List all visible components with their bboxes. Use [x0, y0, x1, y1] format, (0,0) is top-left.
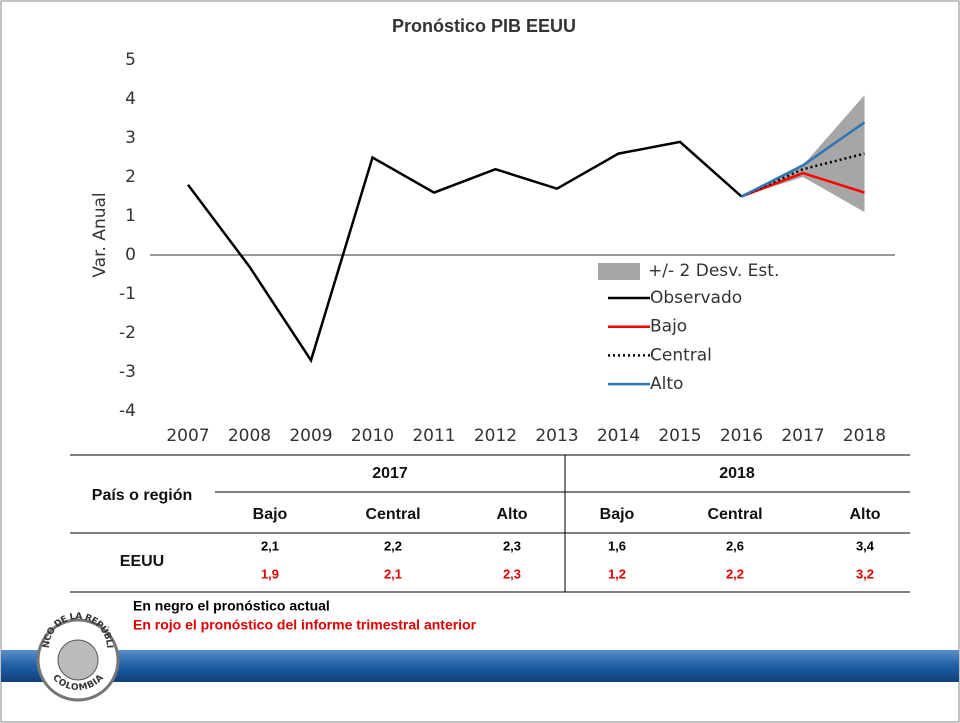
y-tick-label: 5 [125, 50, 136, 70]
table-value-previous: 3,2 [856, 566, 874, 581]
table-scenario: Alto [849, 506, 880, 523]
note-current: En negro el pronóstico actual [133, 598, 330, 614]
y-tick-label: -4 [119, 401, 136, 421]
table-value-previous: 1,2 [608, 566, 626, 581]
table-year: 2017 [372, 465, 408, 482]
table-row-label: EEUU [120, 553, 164, 570]
y-tick-label: -2 [119, 323, 136, 343]
series-line [740, 121, 866, 198]
legend-label: Alto [650, 374, 683, 394]
y-tick-label: 4 [125, 89, 136, 109]
x-tick-label: 2012 [474, 426, 517, 446]
table-scenario: Central [365, 506, 420, 523]
footer-bar [1, 650, 959, 682]
table-value: 3,4 [856, 538, 875, 553]
x-tick-label: 2010 [351, 426, 394, 446]
table-row-header: País o región [92, 487, 192, 504]
x-tick-label: 2014 [597, 426, 640, 446]
x-tick-label: 2015 [658, 426, 701, 446]
x-tick-label: 2016 [720, 426, 763, 446]
table-value: 2,3 [503, 538, 521, 553]
band [741, 95, 865, 213]
logo-emblem [57, 639, 99, 681]
x-tick-label: 2011 [412, 426, 455, 446]
table-scenario: Bajo [253, 506, 288, 523]
logo-text: BANCO DE LA REPÚBLICA [0, 0, 115, 649]
legend-swatch [598, 263, 640, 280]
note-previous: En rojo el pronóstico del informe trimes… [133, 617, 477, 633]
legend-label: Central [650, 345, 712, 365]
x-tick-label: 2018 [843, 426, 886, 446]
legend-label: Bajo [650, 317, 687, 337]
table-value-previous: 1,9 [261, 566, 279, 581]
table-scenario: Alto [496, 506, 527, 523]
legend-label: Observado [650, 288, 742, 308]
table-value: 2,6 [726, 538, 744, 553]
table-year: 2018 [719, 465, 755, 482]
table-value: 2,2 [384, 538, 402, 553]
table-value-previous: 2,1 [384, 566, 402, 581]
y-tick-label: -3 [119, 362, 136, 382]
y-axis-label: Var. Anual [90, 192, 110, 277]
x-tick-label: 2017 [781, 426, 824, 446]
table-value-previous: 2,3 [503, 566, 521, 581]
x-tick-label: 2008 [228, 426, 271, 446]
legend-label: +/- 2 Desv. Est. [648, 261, 779, 281]
x-tick-label: 2009 [289, 426, 332, 446]
y-tick-label: -1 [119, 284, 136, 304]
chart-title: Pronóstico PIB EEUU [392, 16, 576, 36]
y-tick-label: 2 [125, 167, 136, 187]
table-value-previous: 2,2 [726, 566, 744, 581]
table-value: 1,6 [608, 538, 626, 553]
y-tick-label: 0 [125, 245, 136, 265]
x-tick-label: 2007 [166, 426, 209, 446]
table-value: 2,1 [261, 538, 279, 553]
x-tick-label: 2013 [535, 426, 578, 446]
y-tick-label: 1 [125, 206, 136, 226]
y-tick-label: 3 [125, 128, 136, 148]
table-scenario: Central [707, 506, 762, 523]
table-scenario: Bajo [600, 506, 635, 523]
series-line [187, 140, 743, 364]
